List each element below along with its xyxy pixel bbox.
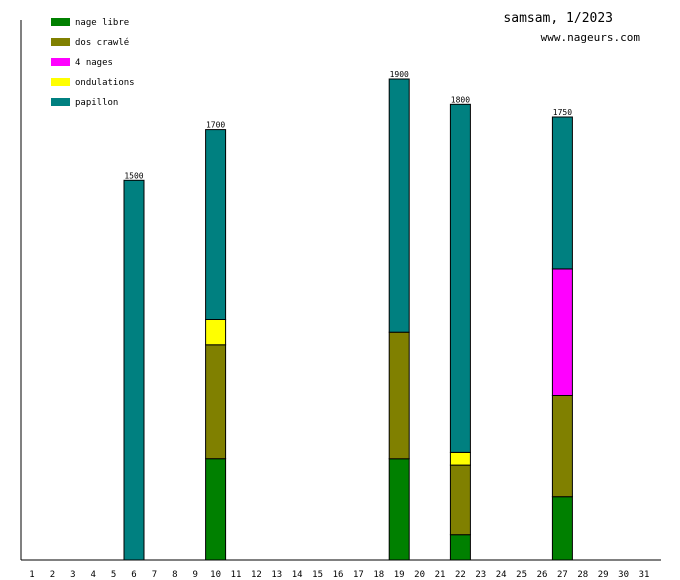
x-tick-18: 18 — [373, 570, 384, 580]
bar-segment-day27-1 — [551, 394, 573, 498]
x-tick-30: 30 — [618, 570, 629, 580]
total-label-day27: 1750 — [553, 108, 572, 117]
x-tick-6: 6 — [131, 570, 136, 580]
bar-segment-day27-0 — [551, 496, 573, 561]
x-tick-labels: 1 2 3 4 5 6 7 8 9 10 11 12 13 14 15 16 17 18 19 20 21 22 23 24 2… — [29, 570, 649, 580]
x-tick-7: 7 — [152, 570, 157, 580]
x-tick-17: 17 — [353, 570, 364, 580]
bar-segment-day10-0 — [205, 458, 227, 561]
x-tick-15: 15 — [312, 570, 323, 580]
total-label-day22: 1800 — [451, 95, 470, 104]
x-tick-16: 16 — [333, 570, 344, 580]
legend-label-2: 4 nages — [75, 58, 113, 68]
x-tick-11: 11 — [231, 570, 242, 580]
bar-segment-day6-4 — [123, 179, 145, 561]
x-tick-13: 13 — [271, 570, 282, 580]
x-tick-26: 26 — [537, 570, 548, 580]
total-label-day10: 1700 — [206, 121, 225, 130]
totals-layer: 1500 1700 1900 1800 1750 — [124, 70, 572, 180]
bar-segment-day19-1 — [388, 331, 410, 460]
x-tick-29: 29 — [598, 570, 609, 580]
x-tick-23: 23 — [475, 570, 486, 580]
bar-segment-day27-4 — [551, 116, 573, 270]
x-tick-2: 2 — [50, 570, 55, 580]
x-tick-5: 5 — [111, 570, 116, 580]
x-tick-25: 25 — [516, 570, 527, 580]
bar-segment-day22-1 — [449, 464, 471, 536]
legend-swatch-1 — [51, 38, 70, 46]
legend-label-1: dos crawlé — [75, 37, 129, 48]
x-tick-10: 10 — [210, 570, 221, 580]
x-tick-22: 22 — [455, 570, 466, 580]
legend-swatch-3 — [51, 78, 70, 86]
legend-label-3: ondulations — [75, 78, 135, 88]
chart-title: samsam, 1/2023 — [503, 11, 613, 26]
bar-segment-day10-1 — [205, 344, 227, 460]
bar-segment-day22-0 — [449, 534, 471, 561]
legend-label-0: nage libre — [75, 18, 129, 28]
x-tick-27: 27 — [557, 570, 568, 580]
total-label-day19: 1900 — [390, 70, 409, 79]
bar-segment-day10-3 — [205, 319, 227, 346]
legend-swatch-0 — [51, 18, 70, 26]
x-tick-3: 3 — [70, 570, 75, 580]
x-tick-31: 31 — [639, 570, 650, 580]
bar-segment-day27-2 — [551, 268, 573, 396]
bar-segment-day10-4 — [205, 129, 227, 320]
site-url: www.nageurs.com — [541, 31, 641, 44]
bar-segment-day19-0 — [388, 458, 410, 561]
x-tick-14: 14 — [292, 570, 303, 580]
bar-segment-day19-4 — [388, 78, 410, 333]
x-tick-19: 19 — [394, 570, 405, 580]
x-tick-4: 4 — [90, 570, 95, 580]
bar-segment-day22-3 — [449, 451, 471, 466]
x-tick-24: 24 — [496, 570, 507, 580]
legend-swatch-4 — [51, 98, 70, 106]
legend: nage libre dos crawlé 4 nages ondulations pa… — [51, 18, 135, 108]
x-tick-9: 9 — [192, 570, 197, 580]
legend-swatch-2 — [51, 58, 70, 66]
x-tick-12: 12 — [251, 570, 262, 580]
total-label-day6: 1500 — [124, 171, 143, 180]
x-tick-1: 1 — [29, 570, 34, 580]
x-tick-8: 8 — [172, 570, 177, 580]
legend-label-4: papillon — [75, 98, 118, 108]
x-tick-20: 20 — [414, 570, 425, 580]
bars-layer — [123, 78, 573, 561]
x-tick-28: 28 — [577, 570, 588, 580]
bar-segment-day22-4 — [449, 103, 471, 453]
x-tick-21: 21 — [435, 570, 446, 580]
